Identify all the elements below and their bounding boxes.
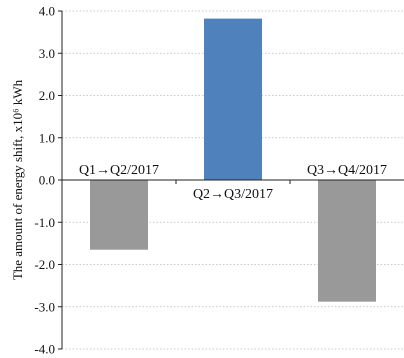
y-axis-title: The amount of energy shift, x10⁶ kWh [10, 79, 25, 280]
category-label: Q3→Q4/2017 [307, 163, 387, 178]
y-tick-label: -1.0 [34, 215, 55, 230]
y-tick-label: -3.0 [34, 299, 55, 314]
category-label: Q2→Q3/2017 [193, 187, 273, 202]
y-tick-label: 4.0 [39, 4, 55, 19]
bar [90, 180, 148, 250]
y-tick-label: 1.0 [39, 130, 55, 145]
y-ticks: 4.0 3.0 2.0 1.0 0.0 -1.0 -2.0 -3.0 -4.0 [34, 4, 62, 357]
y-tick-label: -4.0 [34, 342, 55, 357]
y-tick-label: 3.0 [39, 46, 55, 61]
bar [204, 18, 262, 181]
bars [90, 18, 376, 302]
y-tick-label: 0.0 [39, 173, 55, 188]
y-tick-label: -2.0 [34, 257, 55, 272]
category-label: Q1→Q2/2017 [79, 163, 159, 178]
y-tick-label: 2.0 [39, 88, 55, 103]
bar [318, 180, 376, 302]
category-labels: Q1→Q2/2017 Q2→Q3/2017 Q3→Q4/2017 [79, 163, 387, 202]
